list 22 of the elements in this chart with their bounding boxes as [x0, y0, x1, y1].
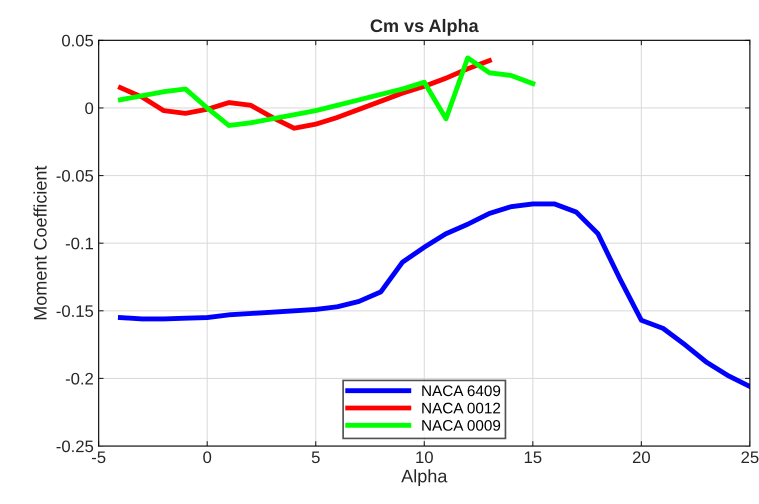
y-tick-label: -0.05: [56, 170, 94, 182]
y-tick-label: 0: [85, 102, 94, 114]
x-axis-title: Alpha: [401, 469, 448, 486]
legend-label: NACA 0012: [422, 402, 500, 414]
y-tick-label: -0.15: [56, 305, 94, 318]
x-tick-label: 10: [416, 451, 433, 464]
legend-label: NACA 0009: [422, 420, 500, 431]
legend-label: NACA 6409: [422, 385, 500, 396]
x-tick-label: 0: [203, 451, 212, 464]
x-tick-label: 5: [312, 452, 320, 464]
y-tick-label: 0.05: [62, 34, 94, 47]
line-series: [118, 55, 536, 128]
chart-title: Cm vs Alpha: [370, 18, 479, 36]
x-tick-label: 25: [741, 451, 758, 464]
y-tick-label: -0.2: [66, 372, 93, 385]
line-series: [118, 58, 492, 131]
y-axis-title: Moment Coefficient: [33, 166, 47, 320]
y-tick-label: -0.25: [56, 440, 94, 452]
y-tick-label: -0.1: [66, 238, 93, 250]
x-tick-label: -5: [92, 452, 106, 464]
x-tick-label: 20: [632, 451, 650, 464]
x-tick-label: 15: [524, 452, 542, 464]
